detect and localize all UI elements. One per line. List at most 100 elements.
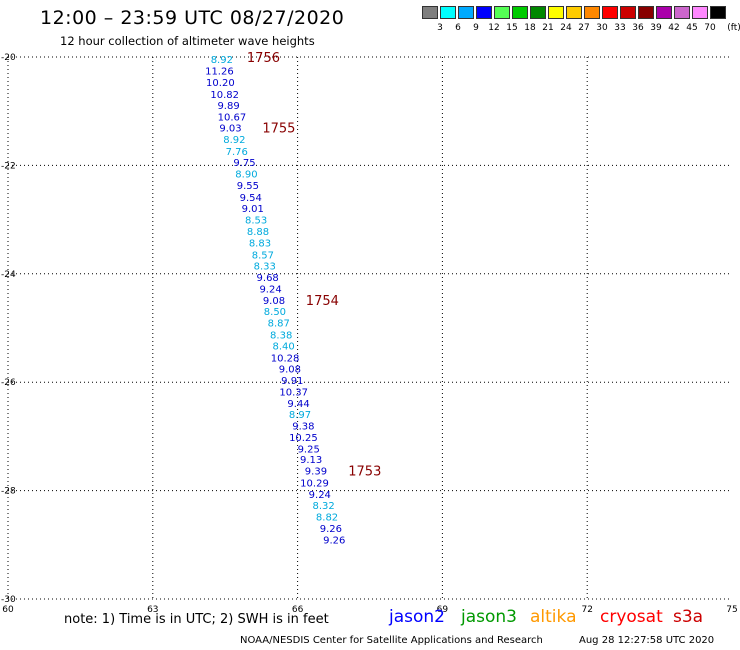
legend-swatch [530,6,546,19]
legend-swatch [458,6,474,19]
time-label: 1753 [348,465,381,480]
swh-value: 9.44 [287,399,309,410]
legend-swatch [602,6,618,19]
legend-label: 70 [704,23,716,33]
legend-label: 45 [686,23,698,33]
x-tick-label: 72 [581,605,592,615]
data-points: 8.9211.2610.2010.829.8910.679.038.927.76… [205,55,345,546]
legend-label: 42 [668,23,680,33]
legend-label: 18 [524,23,536,33]
legend-swatch [512,6,528,19]
legend-swatch [656,6,672,19]
y-tick-label: -22 [1,161,16,171]
y-tick-label: -26 [1,378,16,388]
note-text: note: 1) Time is in UTC; 2) SWH is in fe… [64,612,329,627]
time-label: 1756 [247,51,280,66]
swh-value: 8.32 [313,501,335,512]
legend-label: 27 [578,23,590,33]
swh-value: 9.24 [309,490,331,501]
swh-value: 9.55 [237,181,259,192]
swh-value: 9.26 [323,535,345,546]
legend-label: 39 [650,23,662,33]
y-tick-label: -28 [1,487,16,497]
swh-value: 10.82 [210,90,239,101]
legend-swatch [476,6,492,19]
swh-value: 8.83 [249,238,271,249]
x-tick-label: 66 [292,605,304,615]
legend-swatch [440,6,456,19]
x-tick-label: 63 [147,605,158,615]
footer-timestamp: Aug 28 12:27:58 UTC 2020 [579,635,715,646]
x-tick-label: 75 [726,605,737,615]
swh-value: 10.25 [289,433,318,444]
legend-label: 3 [437,23,443,33]
footer-credit: NOAA/NESDIS Center for Satellite Applica… [240,635,543,646]
legend-label: 24 [560,23,572,33]
swh-value: 9.03 [219,123,241,134]
chart-title: 12:00 – 23:59 UTC 08/27/2020 [40,7,345,29]
swh-value: 9.08 [279,365,301,376]
swh-value: 8.57 [252,250,274,261]
swh-value: 9.75 [233,158,255,169]
x-tick-label: 60 [2,605,14,615]
swh-value: 8.40 [272,341,294,352]
legend-swatch [422,6,438,19]
swh-value: 9.13 [300,455,322,466]
swh-value: 8.92 [211,55,233,66]
legend-swatch [620,6,636,19]
swh-value: 8.53 [245,216,267,227]
legend-jason2: jason2 [389,607,445,627]
swh-value: 9.39 [305,467,327,478]
legend-jason3: jason3 [461,607,517,627]
swh-value: 8.87 [268,319,290,330]
legend-s3a: s3a [673,607,704,627]
swh-value: 8.38 [270,331,292,342]
legend-swatch [584,6,600,19]
swh-value: 8.92 [223,135,245,146]
legend-label: 9 [473,23,479,33]
y-tick-label: -20 [1,53,16,63]
swh-value: 9.24 [259,284,281,295]
swh-value: 8.97 [289,410,311,421]
legend-swatch [674,6,690,19]
y-tick-label: -24 [1,270,16,280]
swh-value: 10.67 [218,113,247,124]
x-tick-label: 69 [437,605,449,615]
chart-subtitle: 12 hour collection of altimeter wave hei… [60,34,315,48]
legend-swatch [548,6,564,19]
legend-label: 36 [632,23,644,33]
swh-value: 8.33 [254,262,276,273]
y-tick-label: -30 [1,595,16,605]
legend-label: 30 [596,23,608,33]
swh-value: 9.38 [292,422,314,433]
legend-swatch [710,6,726,19]
swh-value: 10.20 [206,78,235,89]
swh-value: 9.01 [242,204,264,215]
legend-label: 15 [506,23,518,33]
swh-value: 9.91 [281,376,303,387]
legend-swatch [638,6,654,19]
time-label: 1754 [306,294,339,309]
legend-label: 21 [542,23,554,33]
swh-value: 9.08 [263,296,285,307]
legend-cryosat: cryosat [600,607,663,627]
legend-swatch [692,6,708,19]
legend-label: 6 [455,23,461,33]
swh-value: 10.37 [279,387,308,398]
swh-value: 8.88 [247,227,269,238]
legend-altika: altika [530,607,577,627]
swh-value: 8.50 [264,307,286,318]
swh-value: 9.25 [298,444,320,455]
swh-value: 10.29 [300,478,329,489]
grid-lines [8,56,732,600]
swh-value: 8.82 [316,513,338,524]
swh-value: 9.68 [257,273,279,284]
legend-swatch [494,6,510,19]
legend-label: (ft) [727,23,740,33]
swh-value: 10.28 [271,353,300,364]
time-labels: 1756 1755 1754 1753 [247,51,381,480]
time-label: 1755 [262,121,295,136]
legend-label: 12 [488,23,500,33]
swh-value: 9.89 [217,101,239,112]
